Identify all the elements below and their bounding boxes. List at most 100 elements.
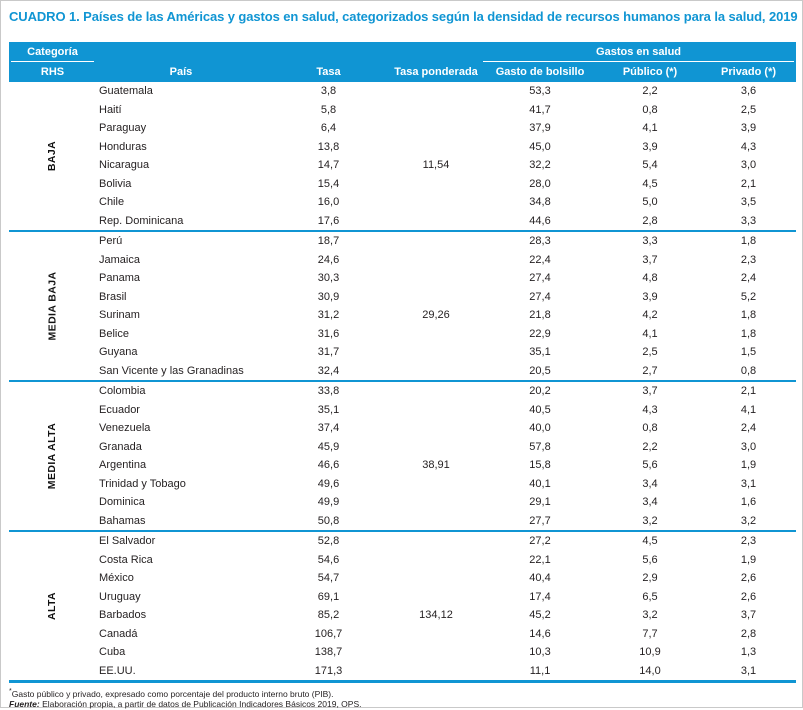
out-of-pocket-cell: 22,1 <box>529 553 551 566</box>
private-cell: 1,8 <box>740 309 757 322</box>
table-row: Brasil 30,9 27,4 3,9 5,2 <box>9 288 796 307</box>
country-cell: Barbados <box>99 609 147 622</box>
rate-cell: 13,8 <box>317 140 340 153</box>
country-cell: Uruguay <box>99 590 141 603</box>
footnote-text: Gasto público y privado, expresado como … <box>11 688 334 699</box>
table-row: Bahamas 50,8 27,7 3,2 3,2 <box>9 512 796 532</box>
rate-cell: 54,6 <box>317 553 340 566</box>
header-privado: Privado (*) <box>701 62 797 82</box>
data-table: Categoría Gastos en salud RHS País Tasa … <box>9 42 797 683</box>
public-cell: 2,8 <box>642 214 658 227</box>
public-cell: 3,7 <box>599 380 702 401</box>
rate-cell: 30,3 <box>317 272 340 285</box>
rate-cell: 171,3 <box>314 664 343 677</box>
out-of-pocket-cell: 21,8 <box>529 309 551 322</box>
table-row: Surinam 31,2 29,26 21,8 4,2 1,8 <box>9 306 796 325</box>
weighted-rate-cell: 134,12 <box>419 609 453 622</box>
rate-cell: 31,6 <box>317 327 340 340</box>
rate-cell: 46,6 <box>317 459 340 472</box>
weighted-rate-cell <box>391 380 482 401</box>
header-gastos-label: Gastos en salud <box>483 42 795 62</box>
weighted-rate-cell <box>391 438 481 457</box>
country-cell: Bahamas <box>99 514 146 527</box>
table-row: Belice 31,6 22,9 4,1 1,8 <box>9 325 796 344</box>
public-cell: 2,9 <box>642 572 658 585</box>
weighted-rate-cell <box>391 251 481 270</box>
weighted-rate-cell <box>391 269 481 288</box>
private-cell: 2,8 <box>740 627 757 640</box>
category-label: ALTA <box>46 591 59 621</box>
private-cell: 3,9 <box>740 122 757 135</box>
weighted-rate-cell <box>391 212 481 232</box>
table-row: MEDIA ALTA Colombia 33,8 20,2 3,7 2,1 <box>9 380 797 531</box>
category-label: MEDIA ALTA <box>46 422 59 490</box>
rate-cell: 54,7 <box>317 572 340 585</box>
table-row: Uruguay 69,1 17,4 6,5 2,6 <box>9 588 796 607</box>
category-label: MEDIA BAJA <box>46 271 59 341</box>
weighted-rate-cell <box>391 101 481 120</box>
country-cell: Colombia <box>96 380 266 401</box>
private-cell: 1,9 <box>740 553 757 566</box>
rate-cell: 49,9 <box>317 496 340 509</box>
rate-cell: 17,6 <box>317 214 340 227</box>
public-cell: 3,9 <box>642 140 658 153</box>
table-row: Chile 16,0 34,8 5,0 3,5 <box>9 193 796 212</box>
table-row: Honduras 13,8 45,0 3,9 4,3 <box>9 138 796 157</box>
rate-cell: 3,8 <box>320 85 337 98</box>
weighted-rate-cell: 38,91 <box>422 459 450 472</box>
public-cell: 3,4 <box>642 477 658 490</box>
category-label: BAJA <box>46 140 59 172</box>
rate-cell: 6,4 <box>320 122 337 135</box>
public-cell: 4,1 <box>642 122 658 135</box>
weighted-rate-cell: 11,54 <box>422 159 450 172</box>
country-cell: Trinidad y Tobago <box>99 477 186 490</box>
out-of-pocket-cell: 40,0 <box>529 422 551 435</box>
table-row: México 54,7 40,4 2,9 2,6 <box>9 569 796 588</box>
footnotes: *Gasto público y privado, expresado como… <box>9 687 794 710</box>
out-of-pocket-cell: 34,8 <box>529 196 551 209</box>
footnote-marker: * <box>9 688 12 695</box>
header-gastos-en-salud: Gastos en salud <box>481 42 797 62</box>
country-cell: Paraguay <box>99 122 147 135</box>
header-tasa-ponderada: Tasa ponderada <box>391 62 482 82</box>
table-row: Granada 45,9 57,8 2,2 3,0 <box>9 438 796 457</box>
public-cell: 3,7 <box>642 253 658 266</box>
public-cell: 0,8 <box>642 422 658 435</box>
out-of-pocket-cell: 11,1 <box>529 664 551 677</box>
weighted-rate-cell <box>391 175 481 194</box>
header-tasa: Tasa <box>266 62 391 82</box>
private-cell: 1,8 <box>701 230 797 251</box>
country-cell: Bolivia <box>99 177 132 190</box>
out-of-pocket-cell: 27,4 <box>529 290 551 303</box>
country-cell: Nicaragua <box>99 159 150 172</box>
country-cell: Brasil <box>99 290 127 303</box>
source-label: Fuente: <box>9 699 40 710</box>
table-row: Canadá 106,7 14,6 7,7 2,8 <box>9 625 796 644</box>
table-body: BAJA Guatemala 3,8 53,3 2,2 3,6 Haití 5,8 41,7 0,… <box>9 82 797 682</box>
out-of-pocket-cell: 20,2 <box>481 380 600 401</box>
country-cell: Argentina <box>99 459 147 472</box>
country-cell: Guatemala <box>99 85 153 98</box>
out-of-pocket-cell: 28,0 <box>529 177 551 190</box>
country-cell: Ecuador <box>99 403 140 416</box>
private-cell: 3,5 <box>740 196 757 209</box>
weighted-rate-cell <box>391 493 481 512</box>
private-cell: 2,3 <box>740 253 757 266</box>
private-cell: 3,1 <box>740 664 757 677</box>
footnote-note: *Gasto público y privado, expresado como… <box>9 687 794 699</box>
rate-cell: 16,0 <box>317 196 340 209</box>
public-cell: 3,9 <box>642 290 658 303</box>
weighted-rate-cell <box>391 401 481 420</box>
public-cell: 14,0 <box>639 664 661 677</box>
header-spacer-fill <box>98 42 479 62</box>
header-row-top: Categoría Gastos en salud <box>9 42 797 62</box>
rate-cell: 49,6 <box>317 477 340 490</box>
public-cell: 3,4 <box>642 496 658 509</box>
out-of-pocket-cell: 44,6 <box>529 214 551 227</box>
weighted-rate-cell <box>391 475 481 494</box>
public-cell: 7,7 <box>642 627 658 640</box>
weighted-rate-cell <box>391 551 481 570</box>
out-of-pocket-cell: 22,4 <box>529 253 551 266</box>
public-cell: 2,2 <box>642 440 658 453</box>
rate-cell: 33,8 <box>266 380 391 401</box>
